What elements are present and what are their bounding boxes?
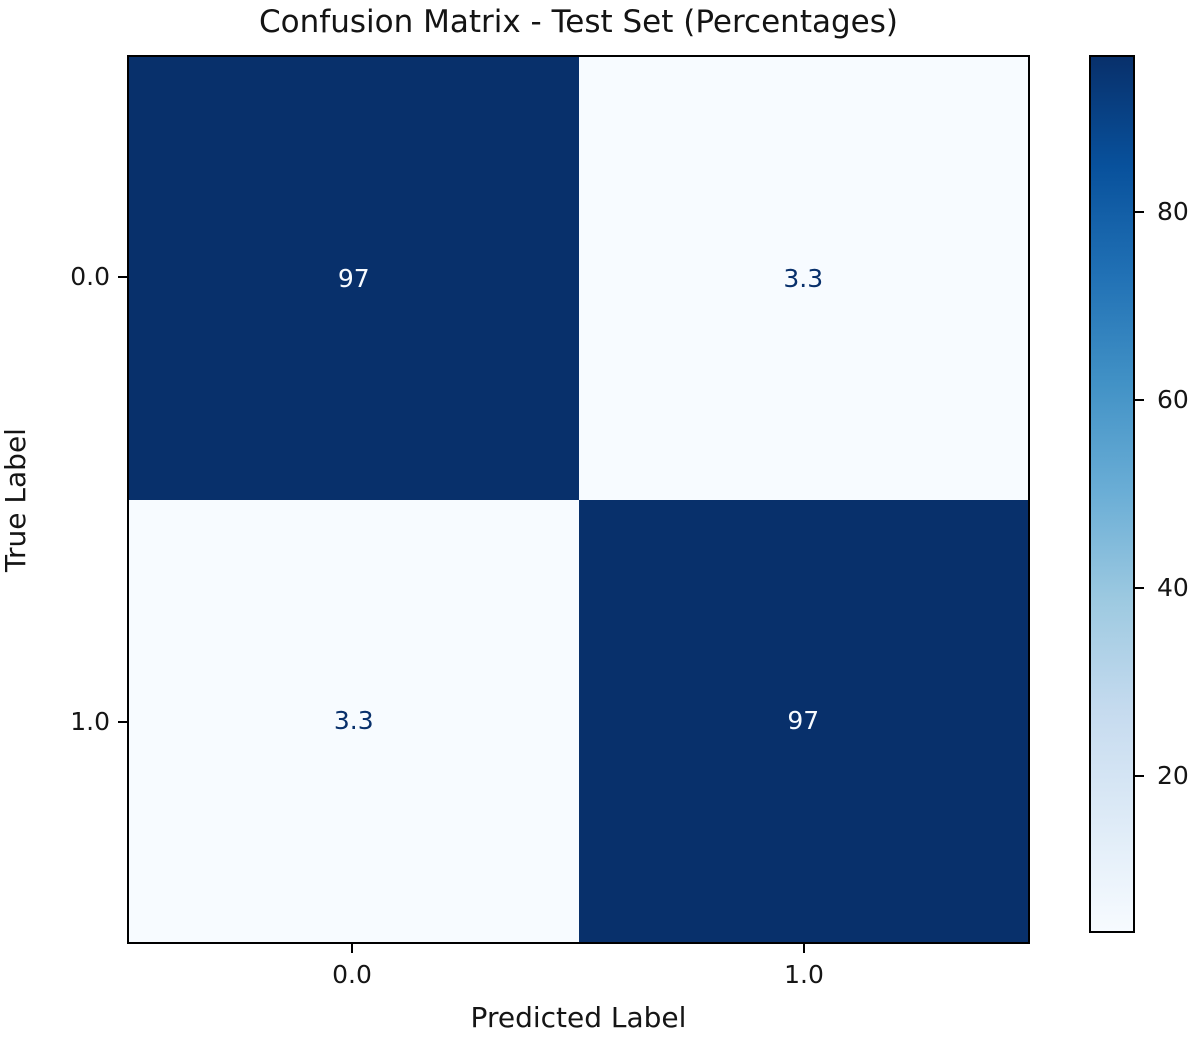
x-axis-label: Predicted Label [470, 1001, 687, 1034]
y-axis-label: True Label [0, 428, 32, 572]
colorbar-tick-mark [1135, 587, 1144, 590]
y-tick-mark-1 [118, 721, 127, 723]
y-tick-label-1: 1.0 [70, 707, 110, 736]
colorbar-tick-label: 80 [1157, 196, 1189, 226]
colorbar-tick-label: 20 [1157, 761, 1189, 790]
cell-value: 3.3 [333, 706, 374, 736]
colorbar [1089, 55, 1135, 933]
cell-value: 3.3 [783, 263, 824, 293]
x-tick-label-0: 0.0 [332, 960, 372, 989]
cell-true0-pred0: 97 [129, 57, 579, 500]
cell-true1-pred1: 97 [578, 499, 1028, 942]
x-tick-label-1: 1.0 [784, 960, 824, 989]
cell-value: 97 [787, 706, 820, 736]
cell-true0-pred1: 3.3 [578, 57, 1028, 500]
colorbar-tick-mark [1135, 398, 1144, 401]
colorbar-tick-mark [1135, 775, 1144, 777]
colorbar-gradient [1091, 57, 1133, 931]
x-tick-mark-1 [803, 944, 805, 953]
heatmap-plot-area: 97 3.3 3.3 97 [127, 55, 1030, 944]
x-tick-mark-0 [351, 944, 353, 953]
colorbar-tick-label: 40 [1157, 573, 1189, 603]
chart-title: Confusion Matrix - Test Set (Percentages… [259, 4, 898, 40]
y-tick-label-0: 0.0 [70, 262, 110, 291]
cell-value: 97 [337, 263, 370, 293]
y-tick-mark-0 [118, 276, 127, 278]
cell-true1-pred0: 3.3 [129, 499, 579, 942]
colorbar-tick-mark [1135, 210, 1144, 213]
colorbar-tick-label: 60 [1157, 384, 1189, 414]
